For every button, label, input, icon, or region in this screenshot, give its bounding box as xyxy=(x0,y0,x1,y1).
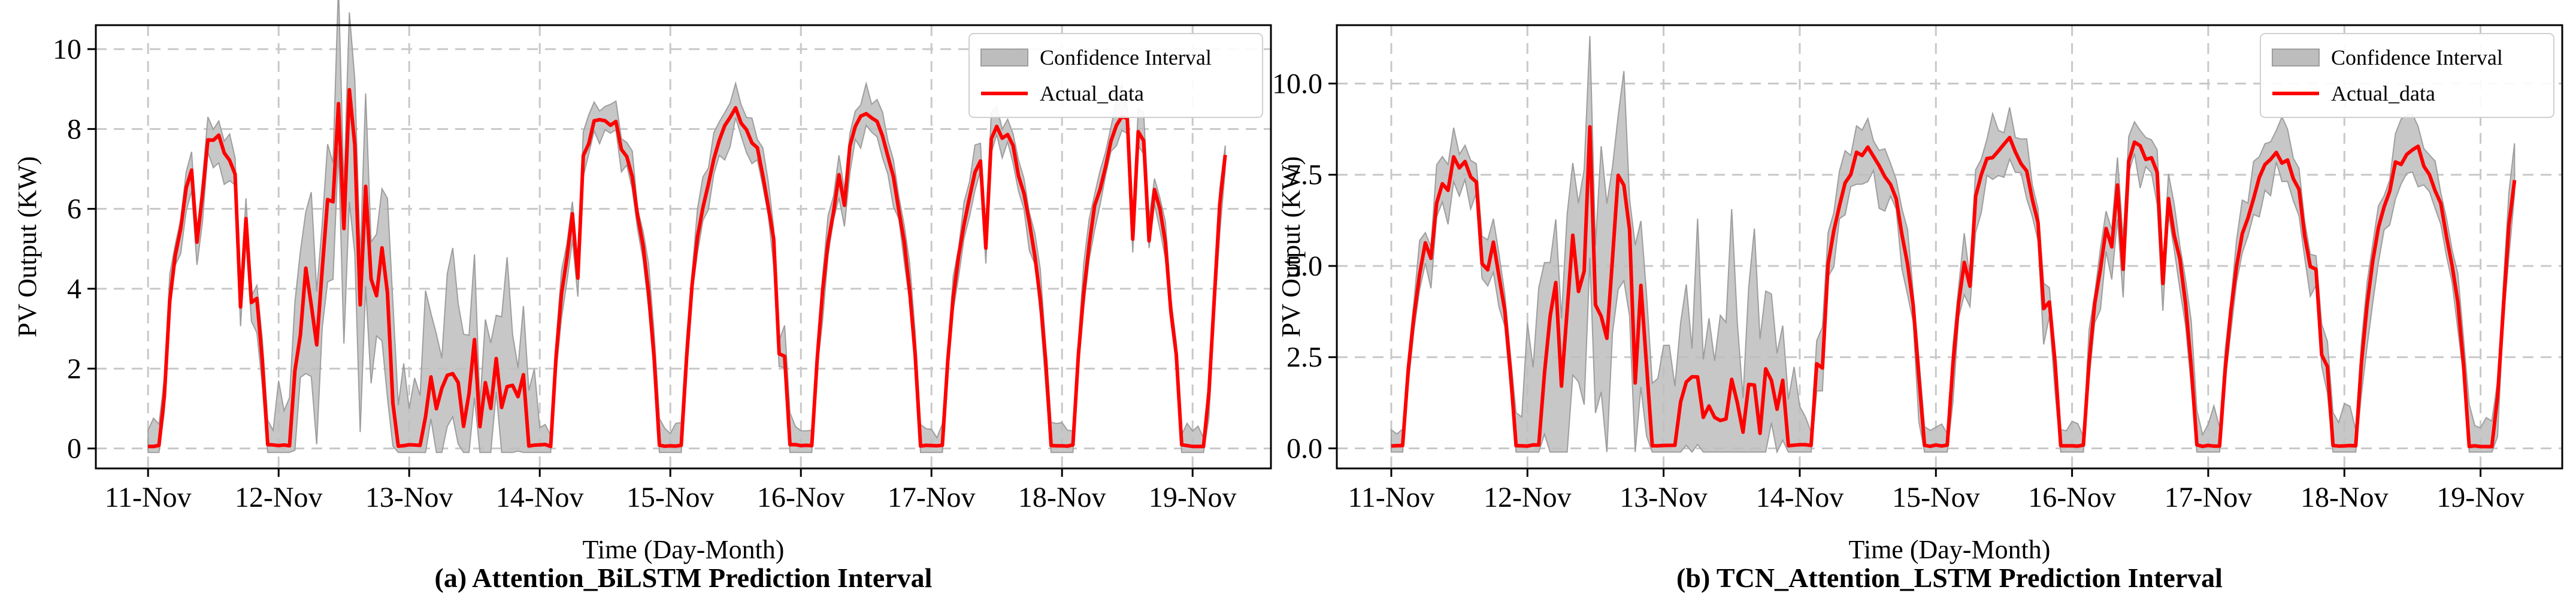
x-axis-ticks: 11-Nov 12-Nov 13-Nov 14-Nov 15-Nov 16-Nov 17-N… xyxy=(1348,468,2524,513)
y-tick-label: 6 xyxy=(67,193,81,225)
panel-attention-bilstm: 11-Nov 12-Nov 13-Nov 14-Nov 15-Nov 16-Nov 17-N… xyxy=(13,0,1272,593)
legend-ci-swatch xyxy=(2272,49,2320,66)
y-tick-label: 2.5 xyxy=(1287,341,1322,373)
x-tick-label: 17-Nov xyxy=(2165,482,2253,513)
y-tick-label: 5.0 xyxy=(1287,250,1322,282)
legend-label-confidence-interval: Confidence Interval xyxy=(2331,46,2503,69)
y-tick-label: 0.0 xyxy=(1287,433,1322,465)
legend: Confidence Interval Actual_data xyxy=(2260,33,2554,118)
y-tick-label: 10 xyxy=(53,34,81,65)
y-tick-label: 2 xyxy=(67,353,81,385)
x-axis-ticks: 11-Nov 12-Nov 13-Nov 14-Nov 15-Nov 16-Nov 17-N… xyxy=(105,468,1237,513)
panel-tcn-attention-lstm: 11-Nov 12-Nov 13-Nov 14-Nov 15-Nov 16-Nov 17-N… xyxy=(1272,24,2563,593)
x-axis-label: Time (Day-Month) xyxy=(583,535,785,564)
y-tick-label: 8 xyxy=(67,113,81,145)
x-tick-label: 16-Nov xyxy=(757,482,845,513)
plot-frame xyxy=(1336,24,2563,470)
x-tick-label: 14-Nov xyxy=(496,482,584,513)
x-tick-label: 19-Nov xyxy=(1149,482,1237,513)
x-tick-label: 13-Nov xyxy=(1620,482,1708,513)
x-tick-label: 19-Nov xyxy=(2436,482,2524,513)
y-tick-label: 10.0 xyxy=(1272,68,1322,99)
y-axis-ticks: 0.0 2.5 5.0 7.5 10.0 xyxy=(1272,68,1337,465)
x-tick-label: 15-Nov xyxy=(626,482,715,513)
legend-label-actual-data: Actual_data xyxy=(1040,81,1144,105)
plot-frame xyxy=(95,24,1272,470)
x-tick-label: 13-Nov xyxy=(365,482,453,513)
x-tick-label: 12-Nov xyxy=(235,482,323,513)
actual-data-line xyxy=(1391,125,2517,449)
legend-box xyxy=(2260,33,2554,118)
x-tick-label: 14-Nov xyxy=(1756,482,1844,513)
x-tick-label: 17-Nov xyxy=(888,482,976,513)
x-tick-label: 15-Nov xyxy=(1892,482,1980,513)
x-tick-label: 18-Nov xyxy=(2300,482,2389,513)
x-tick-label: 18-Nov xyxy=(1018,482,1106,513)
y-tick-label: 4 xyxy=(67,273,81,305)
legend-ci-swatch xyxy=(980,49,1028,66)
x-tick-label: 11-Nov xyxy=(105,482,192,513)
y-axis-label: PV Output (KW) xyxy=(13,156,42,337)
x-tick-label: 16-Nov xyxy=(2028,482,2116,513)
actual-data-line xyxy=(148,87,1227,449)
legend: Confidence Interval Actual_data xyxy=(968,33,1263,118)
panel-caption: (a) Attention_BiLSTM Prediction Interval xyxy=(435,562,933,593)
x-axis-label: Time (Day-Month) xyxy=(1849,535,2051,564)
y-axis-ticks: 0 2 4 6 8 10 xyxy=(53,34,96,465)
panel-caption: (b) TCN_Attention_LSTM Prediction Interv… xyxy=(1676,562,2223,593)
y-tick-label: 7.5 xyxy=(1287,159,1322,191)
x-tick-label: 12-Nov xyxy=(1484,482,1572,513)
legend-label-actual-data: Actual_data xyxy=(2331,81,2435,105)
legend-box xyxy=(968,33,1263,118)
legend-label-confidence-interval: Confidence Interval xyxy=(1040,46,1212,69)
grid-lines xyxy=(1337,25,2562,468)
y-axis-label: PV Output (KW) xyxy=(1276,156,1306,337)
x-tick-label: 11-Nov xyxy=(1348,482,1434,513)
y-tick-label: 0 xyxy=(67,433,81,465)
